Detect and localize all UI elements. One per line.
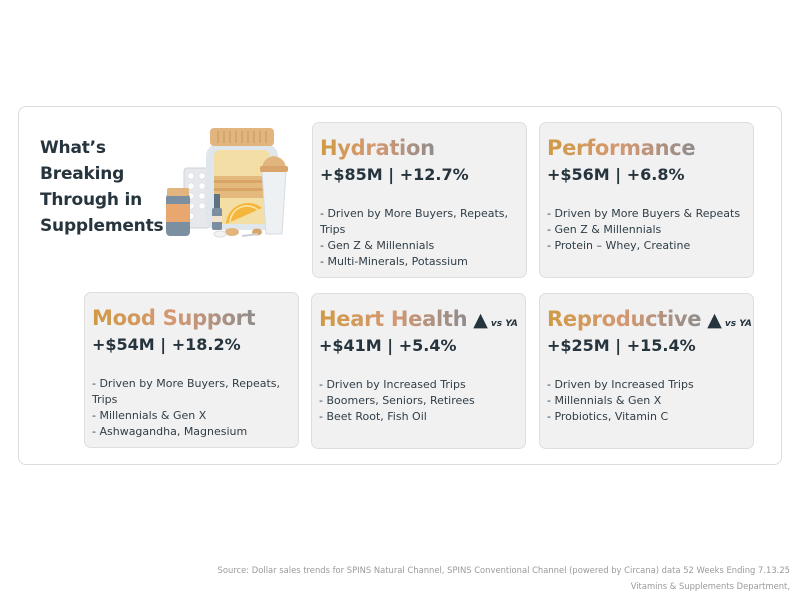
- card-bullets: - Driven by Increased Trips - Millennial…: [547, 377, 745, 425]
- source-line: Vitamins & Supplements Department,: [630, 581, 790, 591]
- card-bullets: - Driven by Increased Trips - Boomers, S…: [319, 377, 517, 425]
- headline-line: Supplements: [40, 216, 164, 236]
- card-bullet: - Multi-Minerals, Potassium: [320, 255, 468, 268]
- headline: What’s Breaking Through in Supplements: [40, 135, 170, 239]
- card-bullet: - Beet Root, Fish Oil: [319, 410, 427, 423]
- card-bullet: - Gen Z & Millennials: [320, 239, 435, 252]
- card-bullet: - Boomers, Seniors, Retirees: [319, 394, 475, 407]
- supplements-illustration-icon: [166, 128, 288, 238]
- card-bullets: - Driven by More Buyers, Repeats, Trips …: [92, 376, 290, 440]
- headline-line: What’s: [40, 138, 106, 158]
- card-bullet: - Driven by More Buyers, Repeats, Trips: [92, 377, 281, 406]
- card-metric: +$41M | +5.4%: [319, 336, 457, 355]
- card-title: Hydration: [320, 133, 435, 163]
- card-title: Mood Support: [92, 303, 256, 333]
- headline-line: Breaking: [40, 164, 125, 184]
- category-card-hydration: Hydration +$85M | +12.7% - Driven by Mor…: [312, 122, 527, 278]
- card-bullet: - Gen Z & Millennials: [547, 223, 662, 236]
- vs-ya-label: vs YA: [490, 319, 518, 329]
- up-arrow-icon: ▲: [707, 309, 722, 331]
- card-bullets: - Driven by More Buyers & Repeats - Gen …: [547, 206, 745, 254]
- category-card-reproductive: Reproductive ▲ vs YA +$25M | +15.4% - Dr…: [539, 293, 754, 449]
- card-bullet: - Driven by Increased Trips: [547, 378, 694, 391]
- card-bullet: - Driven by Increased Trips: [319, 378, 466, 391]
- card-bullet: - Probiotics, Vitamin C: [547, 410, 669, 423]
- card-title: Performance: [547, 133, 696, 163]
- card-bullet: - Protein – Whey, Creatine: [547, 239, 691, 252]
- category-card-heart-health: Heart Health ▲ vs YA +$41M | +5.4% - Dri…: [311, 293, 526, 449]
- source-footnote: Source: Dollar sales trends for SPINS Na…: [218, 562, 790, 594]
- card-bullets: - Driven by More Buyers, Repeats, Trips …: [320, 206, 518, 270]
- vs-ya-indicator: ▲ vs YA: [707, 310, 752, 330]
- category-card-mood-support: Mood Support +$54M | +18.2% - Driven by …: [84, 292, 299, 448]
- card-metric: +$25M | +15.4%: [547, 336, 696, 355]
- card-bullet: - Driven by More Buyers & Repeats: [547, 207, 741, 220]
- up-arrow-icon: ▲: [473, 309, 488, 331]
- card-bullet: - Driven by More Buyers, Repeats, Trips: [320, 207, 509, 236]
- card-title: Heart Health: [319, 304, 468, 334]
- card-bullet: - Millennials & Gen X: [92, 409, 207, 422]
- card-metric: +$56M | +6.8%: [547, 165, 685, 184]
- card-metric: +$85M | +12.7%: [320, 165, 469, 184]
- source-line: Source: Dollar sales trends for SPINS Na…: [217, 565, 790, 575]
- category-card-performance: Performance +$56M | +6.8% - Driven by Mo…: [539, 122, 754, 278]
- card-title: Reproductive: [547, 304, 702, 334]
- vs-ya-label: vs YA: [724, 319, 752, 329]
- card-bullet: - Millennials & Gen X: [547, 394, 662, 407]
- card-metric: +$54M | +18.2%: [92, 335, 241, 354]
- card-bullet: - Ashwagandha, Magnesium: [92, 425, 248, 438]
- headline-line: Through in: [40, 190, 142, 210]
- vs-ya-indicator: ▲ vs YA: [473, 310, 518, 330]
